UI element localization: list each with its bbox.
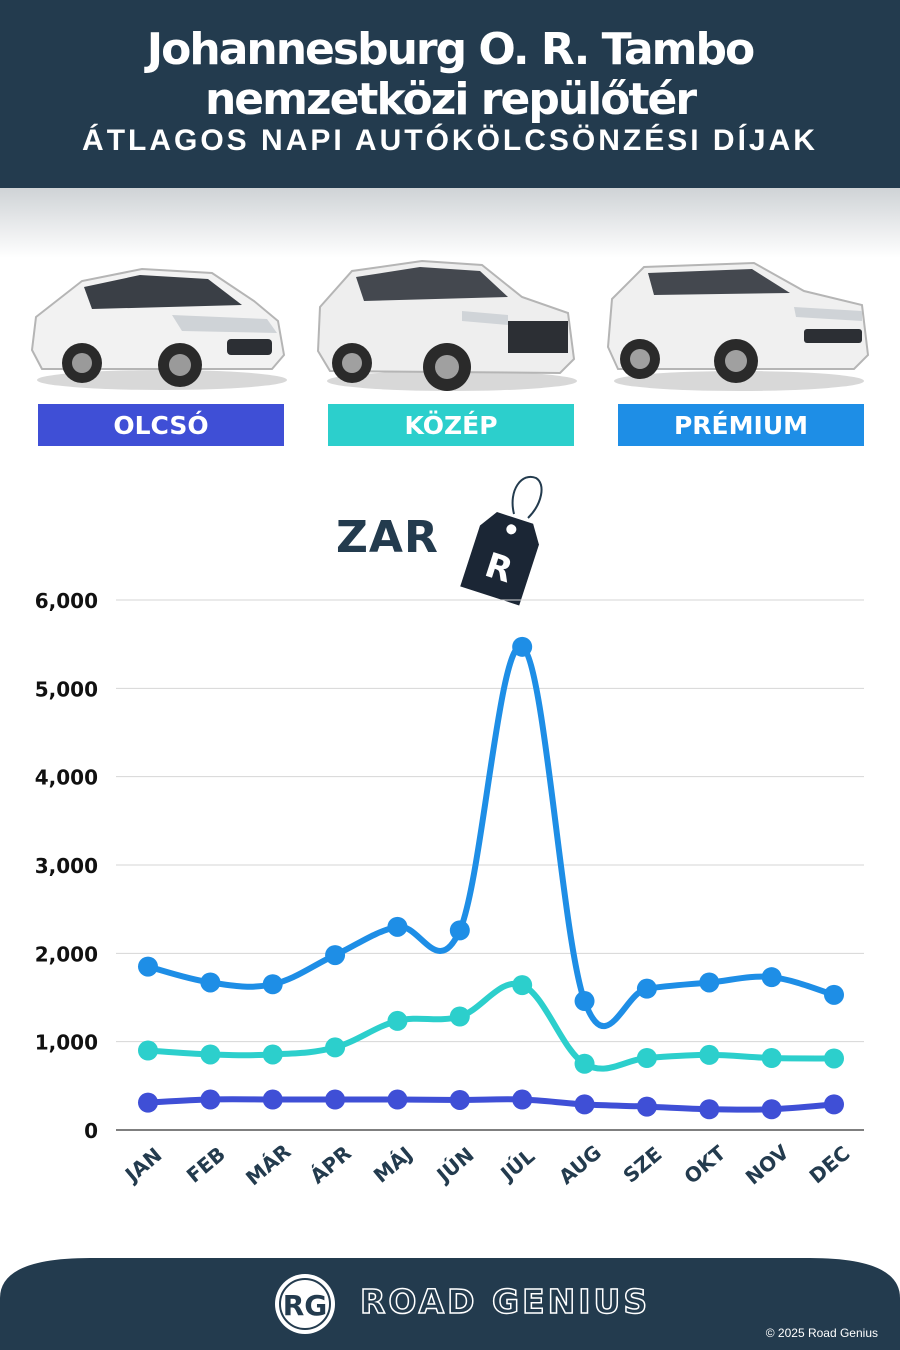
copyright: © 2025 Road Genius: [765, 1326, 878, 1340]
x-tick-label: NOV: [741, 1139, 794, 1189]
y-tick-label: 5,000: [35, 677, 98, 701]
y-tick-label: 3,000: [35, 854, 98, 878]
x-tick-label: JÚL: [494, 1144, 539, 1187]
title-line-2: nemzetközi repülőtér: [204, 74, 697, 125]
subtitle: ÁTLAGOS NAPI AUTÓKÖLCSÖNZÉSI DÍJAK: [82, 124, 818, 157]
data-point: [325, 1037, 346, 1058]
data-point: [574, 1053, 595, 1074]
y-tick-label: 2,000: [35, 942, 98, 966]
data-point: [200, 1044, 221, 1065]
brand-name: ROAD GENIUS: [359, 1281, 651, 1322]
data-point: [138, 1040, 158, 1061]
data-point: [449, 920, 470, 941]
data-point: [699, 1099, 720, 1120]
data-point: [512, 1089, 533, 1110]
data-point: [824, 984, 844, 1005]
category-badge-kozep: KÖZÉP: [328, 404, 574, 446]
x-axis-labels: JAN FEB MÁR ÁPR MÁJ JÚN JÚL AUG SZE OKT NOV DEC: [119, 1139, 854, 1190]
series-line: [145, 980, 837, 1072]
title-line-1: Johannesburg O. R. Tambo: [146, 24, 755, 75]
data-point: [636, 1096, 657, 1117]
data-point: [512, 975, 533, 996]
category-badge-olcso: OLCSÓ: [38, 404, 284, 446]
data-point: [512, 636, 533, 657]
gridlines: [116, 599, 864, 1131]
price-tag-icon: R: [460, 475, 543, 606]
header-banner: Johannesburg O. R. Tambo nemzetközi repü…: [0, 0, 900, 188]
y-tick-label: 6,000: [35, 589, 98, 613]
data-point: [138, 956, 158, 977]
data-point: [699, 972, 720, 993]
series-line: [145, 1096, 837, 1113]
data-point: [699, 1044, 720, 1065]
data-point: [387, 916, 408, 937]
data-point: [824, 1094, 844, 1115]
x-tick-label: OKT: [679, 1140, 730, 1188]
x-tick-label: FEB: [182, 1142, 230, 1188]
data-point: [262, 1089, 283, 1110]
series-line: [145, 643, 837, 1030]
road-genius-logo-icon: [275, 1274, 335, 1334]
data-point: [200, 1089, 221, 1110]
data-point: [761, 1048, 782, 1069]
data-point: [138, 1092, 158, 1113]
data-point: [636, 978, 657, 999]
data-point: [761, 1099, 782, 1120]
suv-car-icon: [316, 259, 577, 391]
x-tick-label: MÁR: [241, 1139, 295, 1190]
series-lines: [138, 636, 844, 1120]
footer-band: RG: [0, 1258, 900, 1350]
data-point: [449, 1089, 470, 1110]
x-tick-label: SZE: [618, 1142, 666, 1188]
logo-initials: RG: [283, 1289, 328, 1322]
y-tick-label: 4,000: [35, 766, 98, 790]
x-tick-label: AUG: [554, 1140, 606, 1189]
data-point: [262, 974, 283, 995]
x-tick-label: ÁPR: [305, 1141, 355, 1189]
data-point: [262, 1044, 283, 1065]
data-point: [636, 1048, 657, 1069]
data-point: [824, 1048, 844, 1069]
y-tick-label: 0: [84, 1119, 98, 1143]
y-tick-label: 1,000: [35, 1031, 98, 1055]
data-point: [387, 1010, 408, 1031]
data-point: [200, 972, 221, 993]
hatchback-car-icon: [30, 267, 287, 390]
data-point: [449, 1006, 470, 1027]
x-tick-label: JAN: [119, 1143, 166, 1188]
data-point: [325, 1089, 346, 1110]
data-point: [325, 945, 346, 966]
data-point: [574, 1094, 595, 1115]
y-axis-labels: 0 1,000 2,000 3,000 4,000 5,000 6,000: [35, 589, 98, 1143]
header-shadow: [0, 188, 900, 258]
data-point: [387, 1089, 408, 1110]
data-point: [574, 991, 595, 1012]
x-tick-label: JÚN: [431, 1142, 479, 1188]
premium-suv-car-icon: [606, 261, 869, 391]
data-point: [761, 967, 782, 988]
x-tick-label: MÁJ: [369, 1142, 417, 1188]
currency-label: ZAR: [336, 512, 439, 563]
x-tick-label: DEC: [805, 1141, 855, 1188]
category-badge-premium: PRÉMIUM: [618, 404, 864, 446]
